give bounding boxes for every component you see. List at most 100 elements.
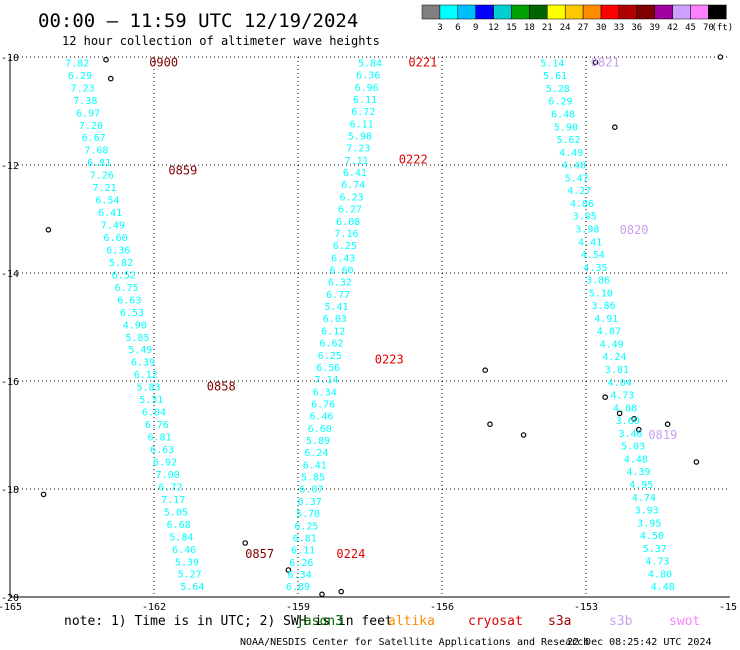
wave-height-label: 4.86 <box>570 199 594 210</box>
wave-height-label: 3.98 <box>575 224 599 235</box>
wave-height-label: 4.08 <box>613 403 637 414</box>
island-outline <box>285 567 292 573</box>
wave-height-label: 5.84 <box>169 532 193 543</box>
colorbar-swatch <box>529 4 548 20</box>
colorbar-swatch <box>708 4 727 20</box>
wave-height-label: 6.81 <box>147 433 171 444</box>
wave-height-label: 6.52 <box>112 270 136 281</box>
colorbar-swatch <box>511 4 530 20</box>
colorbar-swatch <box>457 4 476 20</box>
wave-height-label: 6.11 <box>353 95 377 106</box>
wave-height-label: 3.95 <box>637 518 661 529</box>
wave-height-label: 5.37 <box>643 544 667 555</box>
footer-timestamp: 22 Dec 08:25:42 UTC 2024 <box>567 637 712 648</box>
wave-height-label: 6.76 <box>311 399 335 410</box>
wave-height-label: 5.85 <box>125 333 149 344</box>
island-outline <box>635 426 642 433</box>
colorbar-swatch <box>547 4 566 20</box>
island-outline <box>664 421 671 428</box>
x-tick-label: -15 <box>719 602 737 613</box>
colorbar-swatch <box>493 4 512 20</box>
wave-height-label: 6.60 <box>308 424 332 435</box>
wave-height-label: 5.27 <box>178 570 202 581</box>
y-tick-label: -14 <box>1 269 19 280</box>
wave-height-label: 5.62 <box>557 135 581 146</box>
wave-height-label: 6.76 <box>145 420 169 431</box>
wave-height-label: 6.25 <box>318 351 342 362</box>
wave-height-label: 7.21 <box>93 183 117 194</box>
wave-height-label: 5.64 <box>180 582 204 593</box>
wave-height-label: 4.48 <box>624 454 648 465</box>
wave-height-label: 6.72 <box>351 107 375 118</box>
island-outline <box>338 588 345 595</box>
wave-height-label: 6.60 <box>329 265 353 276</box>
wave-height-label: 4.24 <box>602 352 626 363</box>
wave-height-label: 7.14 <box>314 375 338 386</box>
wave-height-label: 6.81 <box>87 158 111 169</box>
colorbar-swatch <box>654 4 673 20</box>
pass-time-label: 0900 <box>149 55 178 69</box>
pass-time-label: 0858 <box>207 379 236 393</box>
wave-height-label: 6.12 <box>321 326 345 337</box>
color-scale-legend: 3 6 9 12 15 18 21 24 27 30 33 36 39 42 45 70(ft) <box>421 4 733 33</box>
wave-height-label: 4.48 <box>651 582 675 593</box>
wave-height-label: 6.32 <box>328 278 352 289</box>
satellite-legend-cryosat: cryosat <box>468 614 523 629</box>
wave-height-label: 6.54 <box>95 196 119 207</box>
wave-height-label: 6.46 <box>172 545 196 556</box>
wave-height-label: 3.60 <box>616 416 640 427</box>
pass-time-label: 0223 <box>375 352 404 366</box>
wave-height-label: 4.49 <box>600 339 624 350</box>
island-outline <box>40 491 47 498</box>
wave-height-label: 6.84 <box>142 408 166 419</box>
satellite-legend-jason3: jason3 <box>296 614 343 629</box>
wave-height-label: 4.39 <box>627 467 651 478</box>
wave-height-label: 7.26 <box>90 171 114 182</box>
wave-height-label: 5.90 <box>554 122 578 133</box>
wave-height-label: 6.26 <box>289 558 313 569</box>
wave-height-label: 3.93 <box>635 506 659 517</box>
wave-height-label: 5.10 <box>589 288 613 299</box>
wave-height-label: 6.24 <box>304 448 328 459</box>
wave-height-label: 6.23 <box>340 192 364 203</box>
wave-height-label: 5.28 <box>546 84 570 95</box>
wave-height-label: 6.75 <box>115 283 139 294</box>
wave-height-label: 7.68 <box>84 146 108 157</box>
island-outline <box>242 540 249 546</box>
colorbar-tick: 39 <box>649 23 660 33</box>
island-outline <box>520 432 527 438</box>
island-outline <box>319 591 325 598</box>
wave-height-label: 4.73 <box>610 391 634 402</box>
wave-height-label: 5.61 <box>543 71 567 82</box>
wave-height-label: 6.25 <box>333 241 357 252</box>
wave-height-label: 3.86 <box>586 276 610 287</box>
wave-height-label: 6.34 <box>313 387 337 398</box>
island-outline <box>616 410 623 417</box>
island-outline <box>108 75 114 82</box>
chart-subtitle: 12 hour collection of altimeter wave hei… <box>62 34 380 48</box>
wave-height-label: 4.74 <box>632 493 656 504</box>
wave-height-label: 3.95 <box>573 212 597 223</box>
wave-height-label: 5.03 <box>621 442 645 453</box>
wave-height-label: 6.25 <box>294 521 318 532</box>
wave-height-label: 4.07 <box>597 327 621 338</box>
wave-height-label: 6.29 <box>548 97 572 108</box>
wave-height-label: 6.77 <box>326 290 350 301</box>
wave-height-label: 6.96 <box>355 83 379 94</box>
wave-height-label: 6.43 <box>331 253 355 264</box>
wave-height-label: 6.81 <box>293 533 317 544</box>
wave-height-label: 6.41 <box>98 208 122 219</box>
island-outline <box>611 124 618 131</box>
wave-height-label: 6.63 <box>117 295 141 306</box>
wave-height-label: 5.85 <box>301 473 325 484</box>
wave-height-label: 3.46 <box>618 429 642 440</box>
colorbar-swatch <box>600 4 620 20</box>
wave-height-label: 6.08 <box>336 217 360 228</box>
wave-height-label: 6.48 <box>551 110 575 121</box>
wave-height-label: 5.14 <box>540 58 564 69</box>
wave-height-label: 4.04 <box>608 378 632 389</box>
wave-height-label: 3.81 <box>605 365 629 376</box>
wave-height-label: 6.89 <box>286 582 310 593</box>
wave-height-label: 6.03 <box>323 314 347 325</box>
wave-height-label: 4.49 <box>559 148 583 159</box>
